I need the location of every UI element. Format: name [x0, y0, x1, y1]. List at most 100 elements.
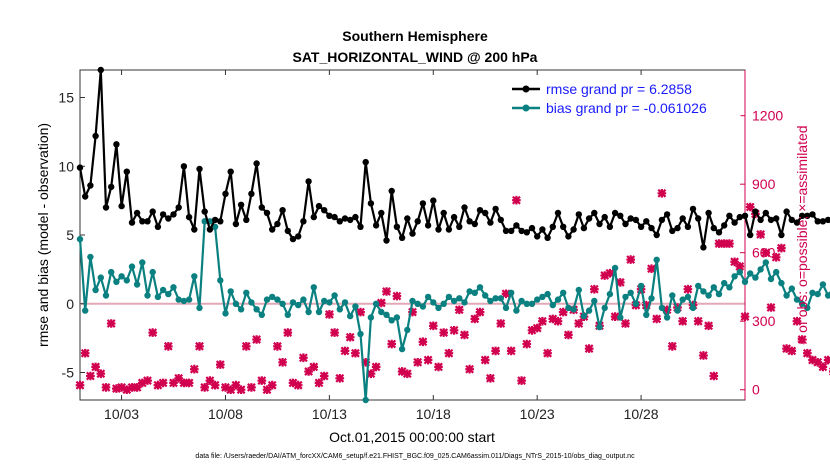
- series-point-1: [191, 273, 198, 280]
- series-point-0: [653, 231, 660, 239]
- series-point-1: [747, 270, 754, 277]
- series-point-0: [508, 227, 515, 235]
- assimilated-obs-marker: [527, 325, 537, 335]
- series-point-0: [154, 223, 162, 230]
- series-point-1: [222, 310, 229, 317]
- series-point-0: [648, 224, 655, 232]
- series-point-1: [689, 304, 697, 312]
- y2-tick-label: 900: [752, 176, 776, 192]
- series-point-0: [476, 207, 484, 214]
- series-point-0: [243, 216, 250, 224]
- series-point-0: [315, 202, 323, 210]
- assimilated-obs-marker: [667, 341, 677, 351]
- series-point-0: [92, 132, 99, 140]
- assimilated-obs-marker: [496, 319, 506, 328]
- assimilated-obs-marker: [823, 355, 830, 365]
- series-point-1: [721, 279, 728, 287]
- series-point-1: [159, 286, 167, 294]
- series-point-1: [580, 312, 588, 320]
- assimilated-obs-marker: [564, 330, 573, 340]
- assimilated-obs-marker: [221, 383, 230, 392]
- series-point-0: [497, 216, 504, 224]
- series-point-0: [331, 213, 338, 221]
- assimilated-obs-marker: [366, 369, 376, 379]
- series-point-1: [175, 296, 182, 303]
- series-point-1: [87, 253, 94, 261]
- series-point-1: [165, 290, 172, 298]
- series-point-0: [710, 224, 717, 232]
- series-point-0: [814, 218, 821, 225]
- series-point-1: [404, 326, 411, 334]
- assimilated-obs-marker: [517, 376, 526, 385]
- series-point-0: [731, 219, 738, 226]
- series-point-1: [367, 314, 375, 321]
- assimilated-obs-marker: [184, 378, 194, 388]
- assimilated-obs-marker: [86, 371, 95, 381]
- series-point-1: [378, 308, 385, 316]
- series-point-1: [585, 307, 593, 314]
- assimilated-obs-marker: [678, 316, 688, 326]
- assimilated-obs-marker: [782, 344, 791, 353]
- series-point-1: [331, 292, 338, 299]
- series-point-0: [149, 208, 156, 215]
- series-point-0: [357, 223, 364, 230]
- assimilated-obs-marker: [574, 319, 584, 328]
- assimilated-obs-marker: [506, 346, 516, 356]
- series-point-0: [793, 219, 801, 226]
- series-point-0: [372, 222, 380, 229]
- series-point-0: [643, 218, 650, 225]
- series-point-0: [637, 223, 645, 230]
- series-point-0: [726, 212, 733, 219]
- x-ticks: 10/03 10/08 10/13 10/18 10/23 10/28: [104, 70, 659, 422]
- series-point-1: [393, 314, 401, 321]
- assimilated-obs-marker: [189, 364, 199, 374]
- chart-title: Southern Hemisphere: [342, 28, 488, 44]
- series-point-1: [295, 301, 302, 309]
- series-point-0: [809, 211, 816, 218]
- series-point-0: [232, 220, 240, 228]
- assimilated-obs-marker: [252, 335, 261, 344]
- series-point-0: [159, 211, 167, 218]
- series-point-0: [482, 209, 489, 217]
- series-point-0: [502, 227, 510, 235]
- series-point-1: [76, 235, 84, 243]
- series-point-1: [637, 282, 645, 290]
- series-point-1: [544, 290, 551, 298]
- y-axis-label: rmse and bias (model - observation): [35, 123, 51, 347]
- series-point-0: [310, 213, 317, 221]
- series-point-0: [336, 218, 343, 225]
- legend-rmse-label: rmse grand pr = 6.2858: [546, 81, 692, 97]
- assimilated-obs-marker: [293, 380, 303, 390]
- series-point-0: [419, 200, 427, 207]
- assimilated-obs-marker: [215, 360, 225, 369]
- assimilated-obs-marker: [236, 385, 246, 395]
- series-point-0: [554, 209, 562, 217]
- series-point-0: [217, 218, 224, 225]
- assimilated-obs-marker: [434, 362, 443, 372]
- series-point-0: [461, 204, 468, 211]
- series-point-1: [565, 304, 572, 312]
- series-point-0: [383, 237, 390, 244]
- assimilated-obs-marker: [267, 380, 277, 390]
- series-point-1: [762, 259, 769, 266]
- assimilated-obs-marker: [148, 328, 158, 337]
- series-point-1: [118, 273, 125, 280]
- series-point-0: [222, 190, 229, 197]
- series-point-0: [580, 224, 588, 232]
- series-point-1: [518, 297, 525, 305]
- series-point-1: [258, 311, 265, 318]
- series-point-1: [778, 279, 785, 287]
- series-point-1: [227, 288, 234, 295]
- assimilated-obs-marker: [319, 371, 329, 381]
- assimilated-obs-marker: [75, 380, 85, 390]
- series-point-0: [611, 209, 619, 217]
- series-point-0: [736, 213, 743, 221]
- legend-box: [506, 76, 741, 120]
- y2-tick-label: 0: [752, 382, 760, 398]
- assimilated-obs-marker: [699, 351, 708, 360]
- series-point-1: [814, 290, 821, 298]
- assimilated-obs-marker: [273, 341, 282, 351]
- assimilated-obs-marker: [647, 264, 656, 274]
- series-point-1: [466, 288, 473, 295]
- series-point-1: [352, 303, 359, 310]
